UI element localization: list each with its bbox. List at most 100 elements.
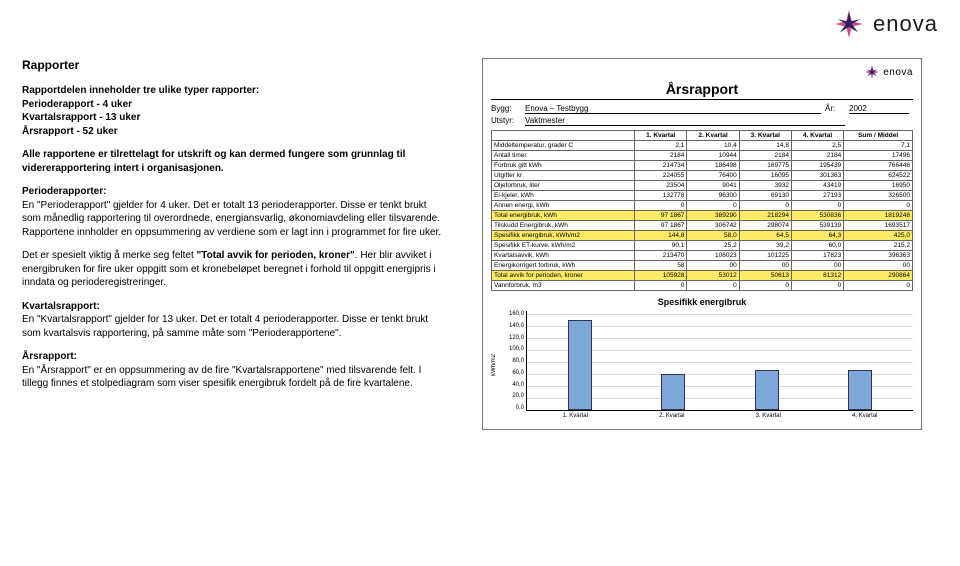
cell: 17823 (791, 251, 843, 261)
cell: 425,0 (844, 231, 913, 241)
xtick: 2. Kvartal (659, 413, 684, 419)
cell: 766446 (844, 161, 913, 171)
table-row: Tilskudd Energibruk, kWh97 1867306742298… (492, 221, 913, 231)
cell: 00 (739, 261, 791, 271)
row-label: Oljeforbruk, liter (492, 181, 635, 191)
enova-star-icon (865, 65, 879, 79)
ytick: 140,0 (509, 323, 524, 329)
cell: 0 (687, 201, 739, 211)
preview-title: Årsrapport (491, 81, 913, 100)
cell: 389290 (687, 211, 739, 221)
table-row: El-kjeler, kWh13277896300691302719332650… (492, 191, 913, 201)
ytick: 80,0 (509, 358, 524, 364)
cell: 290864 (844, 271, 913, 281)
preview-brand: enova (883, 67, 913, 78)
cell: 326500 (844, 191, 913, 201)
cell: 132778 (635, 191, 687, 201)
row-label: Kvartalsavvik, kWh (492, 251, 635, 261)
cell: 0 (791, 281, 843, 291)
cell: 53012 (687, 271, 739, 281)
sec3-label: Årsrapport: (22, 351, 77, 362)
table-col-header: 4. Kvartal (791, 131, 843, 141)
meta-ar: 2002 (849, 104, 909, 114)
row-label: El-kjeler, kWh (492, 191, 635, 201)
ytick: 160,0 (509, 311, 524, 317)
cell: 7,1 (844, 141, 913, 151)
row-label: Total energibruk, kWh (492, 211, 635, 221)
table-row: Total energibruk, kWh97 1867389290218294… (492, 211, 913, 221)
cell: 306742 (687, 221, 739, 231)
cell: 3932 (739, 181, 791, 191)
chart-title: Spesifikk energibruk (491, 297, 913, 307)
table-row: Spesifikk ET-kurve, kWh/m290,125,239,260… (492, 241, 913, 251)
row-label: Middeltemperatur, grader C (492, 141, 635, 151)
row-label: Total avvik for perioden, kroner (492, 271, 635, 281)
table-row: Utgifter kr2240557640016095301363624522 (492, 171, 913, 181)
cell: 624522 (844, 171, 913, 181)
enova-star-icon (835, 10, 863, 38)
sec1-p1: En "Perioderapport" gjelder for 4 uker. … (22, 200, 441, 238)
cell: 16095 (739, 171, 791, 181)
cell: 2184 (739, 151, 791, 161)
meta-utstyr-label: Utstyr: (491, 116, 521, 126)
table-col-header: 2. Kvartal (687, 131, 739, 141)
cell: 43419 (791, 181, 843, 191)
cell: 97 1867 (635, 211, 687, 221)
cell: 27193 (791, 191, 843, 201)
sec3-p: En "Årsrapport" er en oppsummering av de… (22, 365, 421, 390)
cell: 23504 (635, 181, 687, 191)
cell: 00 (687, 261, 739, 271)
sec1-p2a: Det er spesielt viktig å merke seg felte… (22, 250, 197, 261)
sec1-p2b: "Total avvik for perioden, kroner" (197, 250, 355, 261)
intro-line1: Rapportdelen inneholder tre ulike typer … (22, 85, 259, 96)
table-col-header: 3. Kvartal (739, 131, 791, 141)
chart-bar (568, 320, 592, 410)
table-row: Middeltemperatur, grader C2,110,414,82,5… (492, 141, 913, 151)
meta-ar-label: År: (825, 104, 845, 114)
intro-b3: Årsrapport - 52 uker (22, 126, 118, 137)
cell: 195439 (791, 161, 843, 171)
cell: 25,2 (687, 241, 739, 251)
cell: 530836 (791, 211, 843, 221)
cell: 106023 (687, 251, 739, 261)
cell: 0 (791, 201, 843, 211)
intro-p2: Alle rapportene er tilrettelagt for utsk… (22, 148, 442, 175)
cell: 396363 (844, 251, 913, 261)
brand-text: enova (873, 11, 938, 37)
cell: 76400 (687, 171, 739, 181)
row-label: Energikorrigert forbruk, kWh (492, 261, 635, 271)
bar-chart: 160,0140,0120,0100,080,060,040,020,00,0 (509, 311, 913, 411)
row-label: Annen energi, kWh (492, 201, 635, 211)
cell: 58 (635, 261, 687, 271)
page-title: Rapporter (22, 58, 442, 72)
cell: 14,8 (739, 141, 791, 151)
ytick: 120,0 (509, 335, 524, 341)
chart-bar (755, 370, 779, 410)
xtick: 4. Kvartal (852, 413, 877, 419)
table-row: Oljeforbruk, liter2350490413932434191695… (492, 181, 913, 191)
table-col-header (492, 131, 635, 141)
table-col-header: Sum / Middel (844, 131, 913, 141)
cell: 218294 (739, 211, 791, 221)
ytick: 20,0 (509, 393, 524, 399)
meta-bygg: Enova – Testbygg (525, 104, 821, 114)
sec2-p: En "Kvartalsrapport" gjelder for 13 uker… (22, 314, 428, 339)
table-row: Energikorrigert forbruk, kWh5800000000 (492, 261, 913, 271)
cell: 10944 (687, 151, 739, 161)
cell: 17496 (844, 151, 913, 161)
cell: 2,5 (791, 141, 843, 151)
cell: 214734 (635, 161, 687, 171)
table-row: Antall timer2184109442184218417496 (492, 151, 913, 161)
cell: 97 1867 (635, 221, 687, 231)
cell: 1819248 (844, 211, 913, 221)
row-label: Vannforbruk, m3 (492, 281, 635, 291)
cell: 60,0 (791, 241, 843, 251)
cell: 00 (791, 261, 843, 271)
table-row: Spesifikk energibruk, kWh/m2144,858,064,… (492, 231, 913, 241)
chart-bar (848, 370, 872, 410)
row-label: Spesifikk ET-kurve, kWh/m2 (492, 241, 635, 251)
cell: 2,1 (635, 141, 687, 151)
cell: 00 (844, 261, 913, 271)
cell: 64,3 (791, 231, 843, 241)
cell: 215,2 (844, 241, 913, 251)
